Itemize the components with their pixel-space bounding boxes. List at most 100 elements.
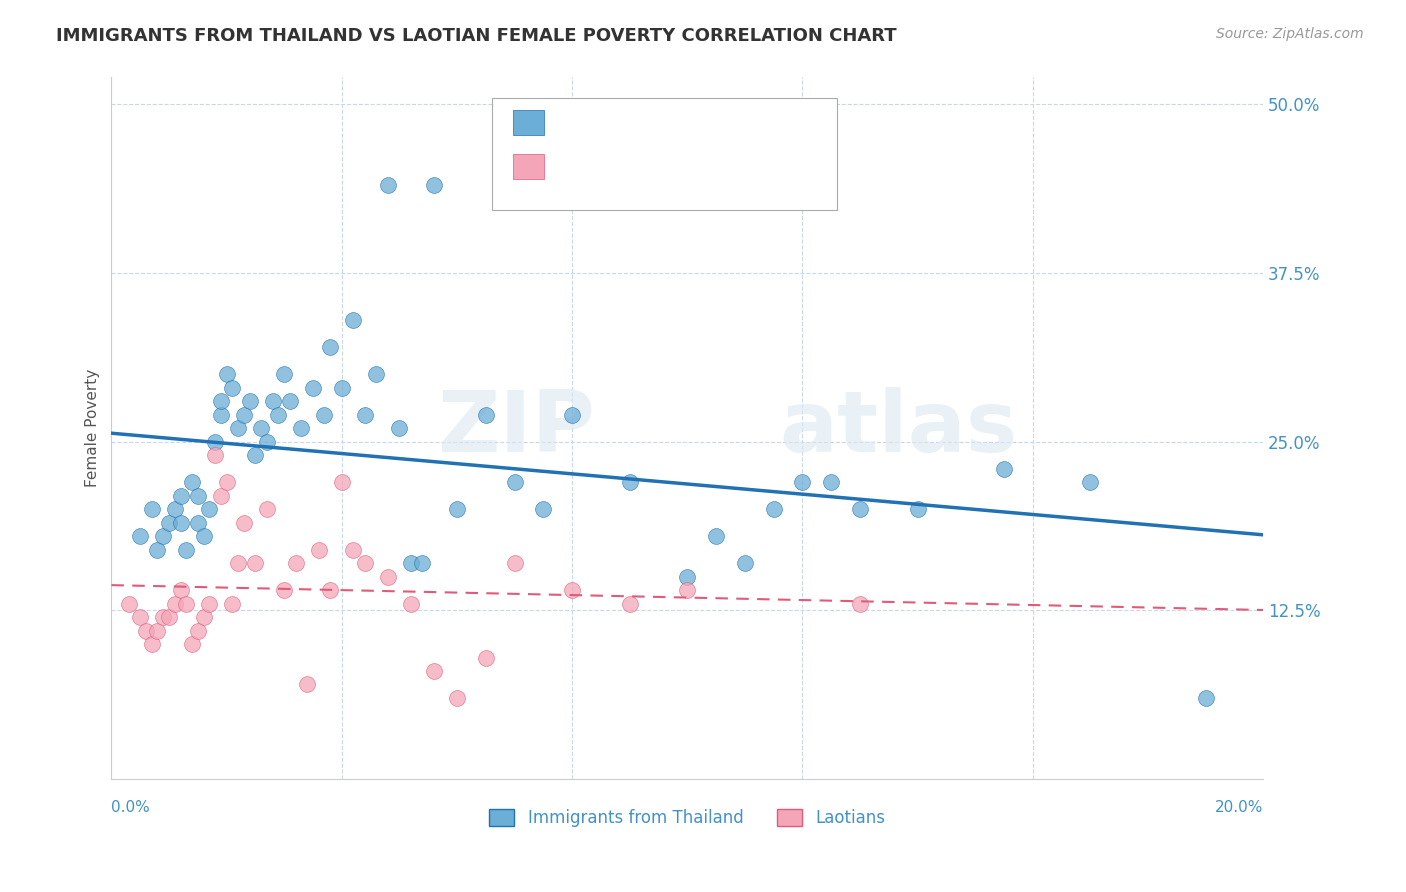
Text: N =: N = [710,158,747,176]
Point [762,502,785,516]
Point [163,597,186,611]
Point [187,516,209,530]
Point [273,368,295,382]
Point [232,516,254,530]
Point [174,542,197,557]
Text: ZIP: ZIP [437,386,595,470]
Point [423,178,446,193]
Point [474,408,496,422]
Point [503,556,526,570]
Point [267,408,290,422]
Y-axis label: Female Poverty: Female Poverty [86,369,100,487]
Point [474,650,496,665]
Point [446,690,468,705]
Point [226,421,249,435]
Point [377,178,399,193]
Point [198,597,221,611]
Point [174,597,197,611]
Point [198,502,221,516]
Text: 40: 40 [761,158,783,176]
Point [250,421,273,435]
Point [619,475,641,490]
Point [157,610,180,624]
Point [561,583,583,598]
Point [169,516,191,530]
Point [676,569,699,583]
Point [193,610,215,624]
Point [256,434,278,449]
Point [221,381,243,395]
Point [734,556,756,570]
Point [146,624,169,638]
Point [209,408,232,422]
Point [204,448,226,462]
Point [290,421,312,435]
Point [561,408,583,422]
Point [907,502,929,516]
Text: -0.002: -0.002 [609,113,668,131]
Point [129,610,152,624]
Point [226,556,249,570]
Point [1080,475,1102,490]
Point [993,461,1015,475]
Point [209,394,232,409]
Text: IMMIGRANTS FROM THAILAND VS LAOTIAN FEMALE POVERTY CORRELATION CHART: IMMIGRANTS FROM THAILAND VS LAOTIAN FEMA… [56,27,897,45]
Text: R =: R = [558,113,595,131]
Point [262,394,284,409]
Text: 59: 59 [761,113,783,131]
Point [193,529,215,543]
Text: Source: ZipAtlas.com: Source: ZipAtlas.com [1216,27,1364,41]
Point [411,556,433,570]
Text: 0.0%: 0.0% [111,800,150,815]
Point [204,434,226,449]
Point [141,502,163,516]
Point [849,502,872,516]
Point [245,448,267,462]
Point [531,502,554,516]
Point [221,597,243,611]
Point [239,394,262,409]
Point [388,421,411,435]
Point [152,610,174,624]
Text: 20.0%: 20.0% [1215,800,1263,815]
Point [308,542,330,557]
Point [169,489,191,503]
Text: N =: N = [710,113,747,131]
Point [446,502,468,516]
Point [129,529,152,543]
Point [302,381,325,395]
Point [152,529,174,543]
Point [849,597,872,611]
Point [256,502,278,516]
Point [330,475,353,490]
Text: -0.103: -0.103 [609,158,668,176]
Point [146,542,169,557]
Point [297,677,319,691]
Point [118,597,141,611]
Point [366,368,388,382]
Point [141,637,163,651]
Point [215,475,238,490]
Point [704,529,727,543]
Point [330,381,353,395]
Point [245,556,267,570]
Point [163,502,186,516]
Point [187,624,209,638]
Point [232,408,254,422]
Point [319,340,342,354]
Point [187,489,209,503]
Point [399,597,422,611]
Point [181,475,204,490]
Point [676,583,699,598]
Point [209,489,232,503]
Point [314,408,336,422]
Point [399,556,422,570]
Point [169,583,191,598]
Point [342,313,364,327]
Point [319,583,342,598]
Point [1194,690,1216,705]
Point [278,394,301,409]
Point [135,624,157,638]
Point [353,408,375,422]
Point [820,475,842,490]
